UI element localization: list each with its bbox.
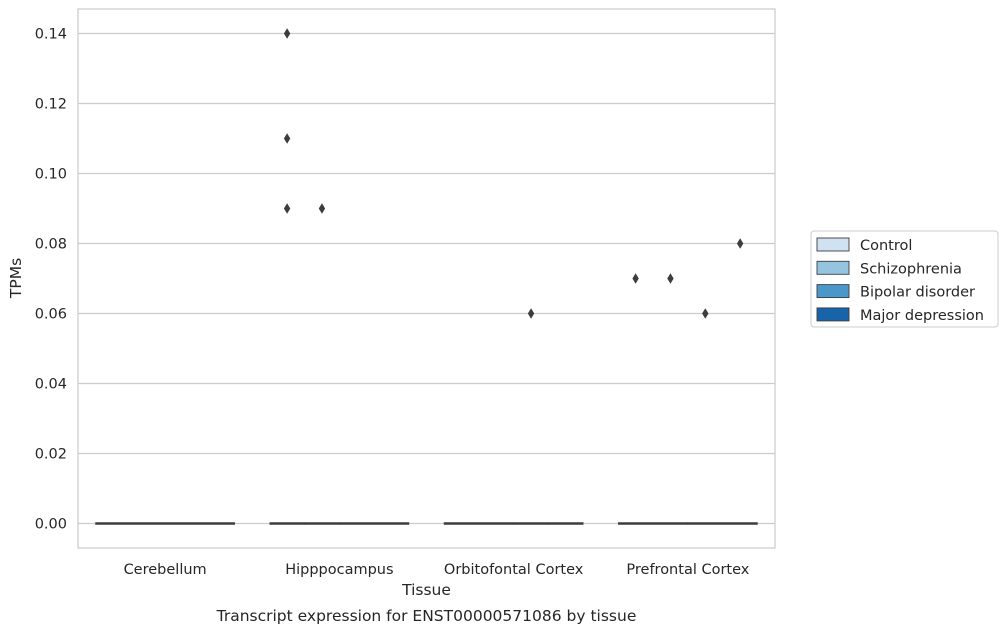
y-tick-label: 0.02 [35, 447, 67, 463]
outlier-point [702, 308, 709, 319]
outlier-point [283, 28, 291, 39]
legend-swatch [816, 307, 850, 322]
outlier-point [318, 203, 326, 214]
x-tick-label: Prefrontal Cortex [626, 562, 749, 578]
y-tick-label: 0.06 [35, 307, 67, 323]
y-tick-label: 0.10 [35, 167, 67, 183]
x-tick-label: Hipppocampus [285, 562, 393, 578]
y-tick-label: 0.14 [35, 27, 67, 43]
y-tick-label: 0.08 [35, 237, 67, 253]
legend-label: Control [860, 238, 912, 254]
x-tick-label: Orbitofontal Cortex [444, 562, 584, 578]
grid-lines [78, 32, 775, 525]
outlier-point [283, 133, 291, 144]
y-tick-label: 0.00 [35, 517, 67, 533]
x-axis-label: Tissue [401, 581, 451, 599]
legend-label: Bipolar disorder [860, 285, 975, 301]
chart-caption: Transcript expression for ENST0000057108… [216, 607, 637, 625]
legend-frame [810, 230, 999, 328]
legend-label: Major depression [860, 308, 984, 324]
outliers [283, 28, 744, 319]
legend-swatch [816, 284, 850, 299]
outlier-point [527, 308, 535, 319]
y-tick-label: 0.12 [35, 97, 67, 113]
outlier-point [632, 273, 639, 284]
y-axis-label: TPMs [7, 258, 25, 299]
outlier-point [283, 203, 291, 214]
legend-swatch [816, 237, 850, 252]
boxes [95, 522, 758, 525]
outlier-point [736, 238, 744, 249]
y-tick-label: 0.04 [35, 377, 67, 393]
legend-label: Schizophrenia [860, 261, 962, 277]
legend-swatch [816, 260, 850, 275]
x-tick-label: Cerebellum [124, 562, 207, 578]
legend: Control Schizophrenia Bipolar disorder Majo… [810, 230, 999, 328]
y-axis-ticks: 0.00 0.02 0.04 0.06 0.08 0.10 0.12 0.14 [35, 27, 67, 533]
plot-frame [77, 8, 776, 549]
x-axis-ticks: Cerebellum Hipppocampus Orbitofontal Corte… [124, 562, 750, 578]
outlier-point [667, 273, 674, 284]
